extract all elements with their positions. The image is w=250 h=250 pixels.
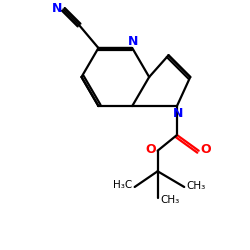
Text: N: N — [52, 2, 62, 15]
Text: O: O — [201, 143, 211, 156]
Text: O: O — [145, 143, 156, 156]
Text: N: N — [173, 107, 183, 120]
Text: H₃C: H₃C — [113, 180, 132, 190]
Text: CH₃: CH₃ — [160, 195, 179, 205]
Text: CH₃: CH₃ — [187, 181, 206, 191]
Text: N: N — [128, 35, 139, 48]
